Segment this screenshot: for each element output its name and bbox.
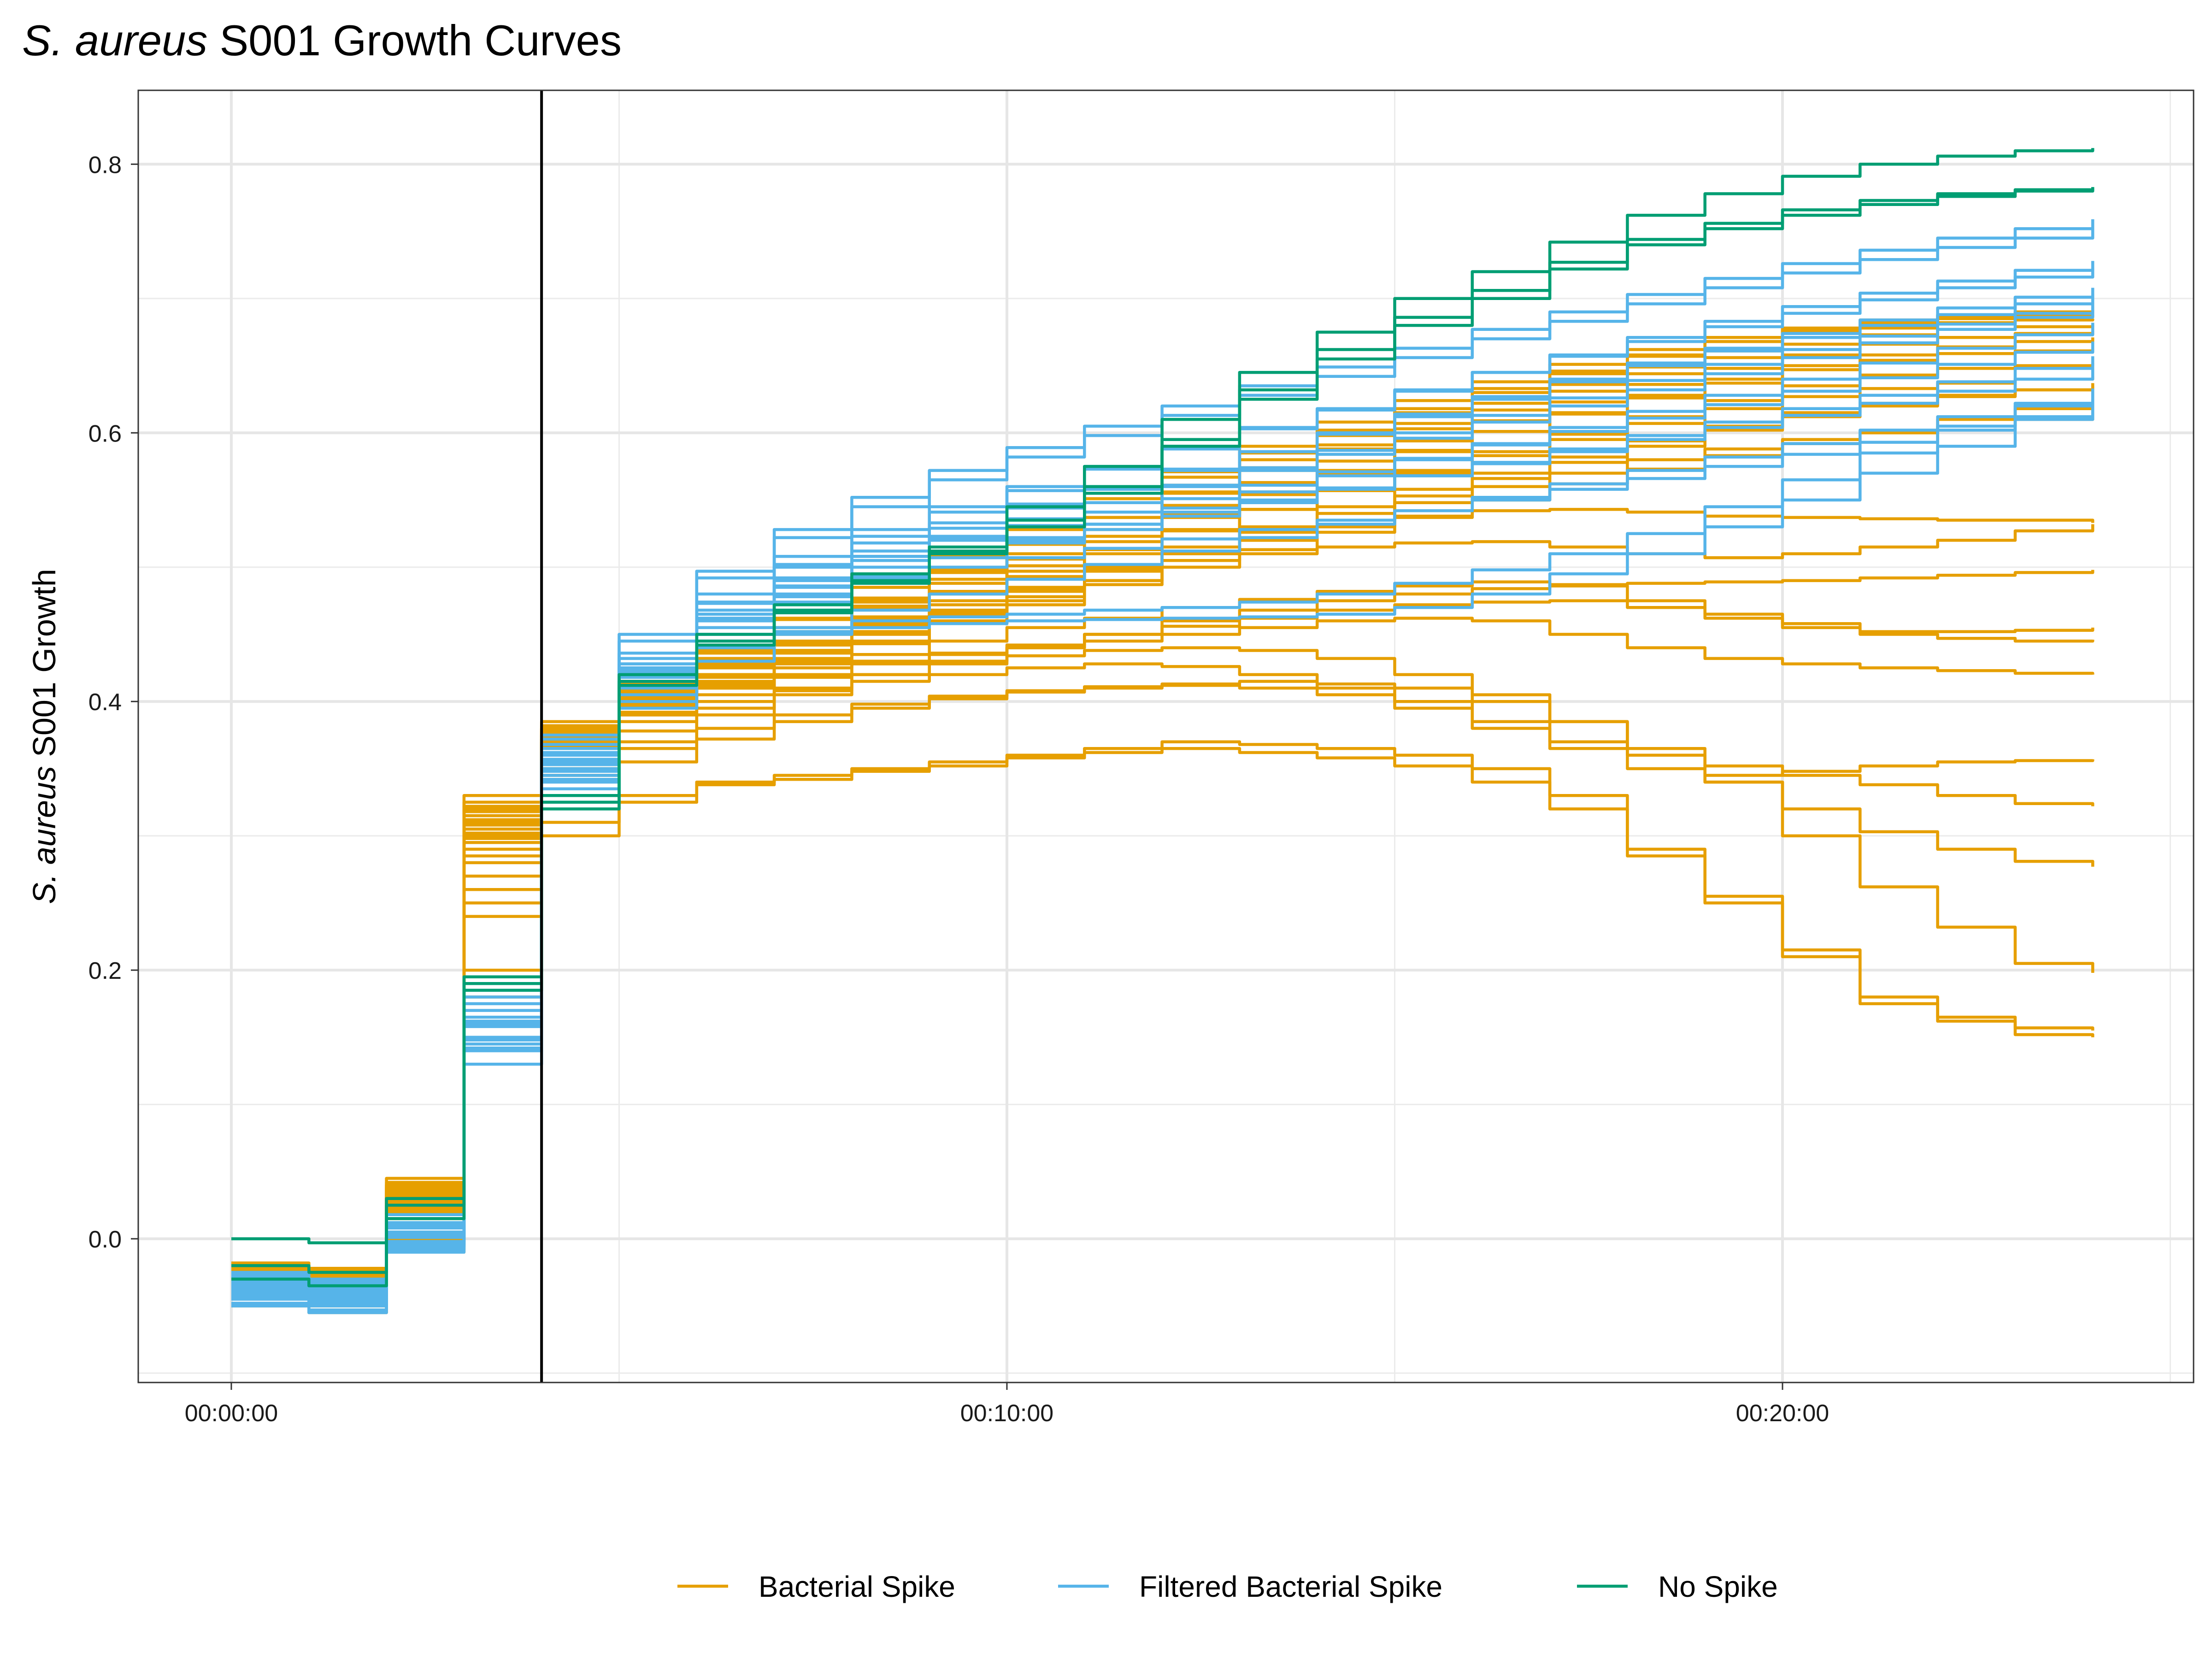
- y-axis-title-rest: S001 Growth: [26, 569, 62, 766]
- y-tick-label: 0.0: [88, 1226, 122, 1253]
- plot-panel-border: [137, 89, 2194, 1383]
- legend-label: Filtered Bacterial Spike: [1139, 1570, 1442, 1603]
- chart-title-rest: S001 Growth Curves: [207, 16, 622, 65]
- x-tick-label: 00:10:00: [960, 1400, 1053, 1427]
- y-tick-label: 0.4: [88, 689, 122, 716]
- x-axis-ticks: 00:00:00 00:10:00 00:20:00: [185, 1382, 1829, 1427]
- legend-label: No Spike: [1658, 1570, 1778, 1603]
- x-tick-label: 00:20:00: [1736, 1400, 1829, 1427]
- chart-title: S. aureus S001 Growth Curves: [22, 16, 622, 65]
- chart-title-italic: S. aureus: [22, 16, 207, 65]
- x-tick-label: 00:00:00: [185, 1400, 278, 1427]
- y-axis-title: S. aureus S001 Growth: [26, 569, 62, 904]
- y-axis-ticks: 0.0 0.2 0.4 0.6 0.8: [88, 152, 138, 1253]
- y-axis-title-italic: S. aureus: [26, 766, 62, 904]
- legend: Bacterial Spike Filtered Bacterial Spike N…: [677, 1570, 1778, 1603]
- y-tick-label: 0.2: [88, 958, 122, 984]
- legend-label: Bacterial Spike: [759, 1570, 955, 1603]
- y-tick-label: 0.6: [88, 420, 122, 447]
- y-tick-label: 0.8: [88, 152, 122, 178]
